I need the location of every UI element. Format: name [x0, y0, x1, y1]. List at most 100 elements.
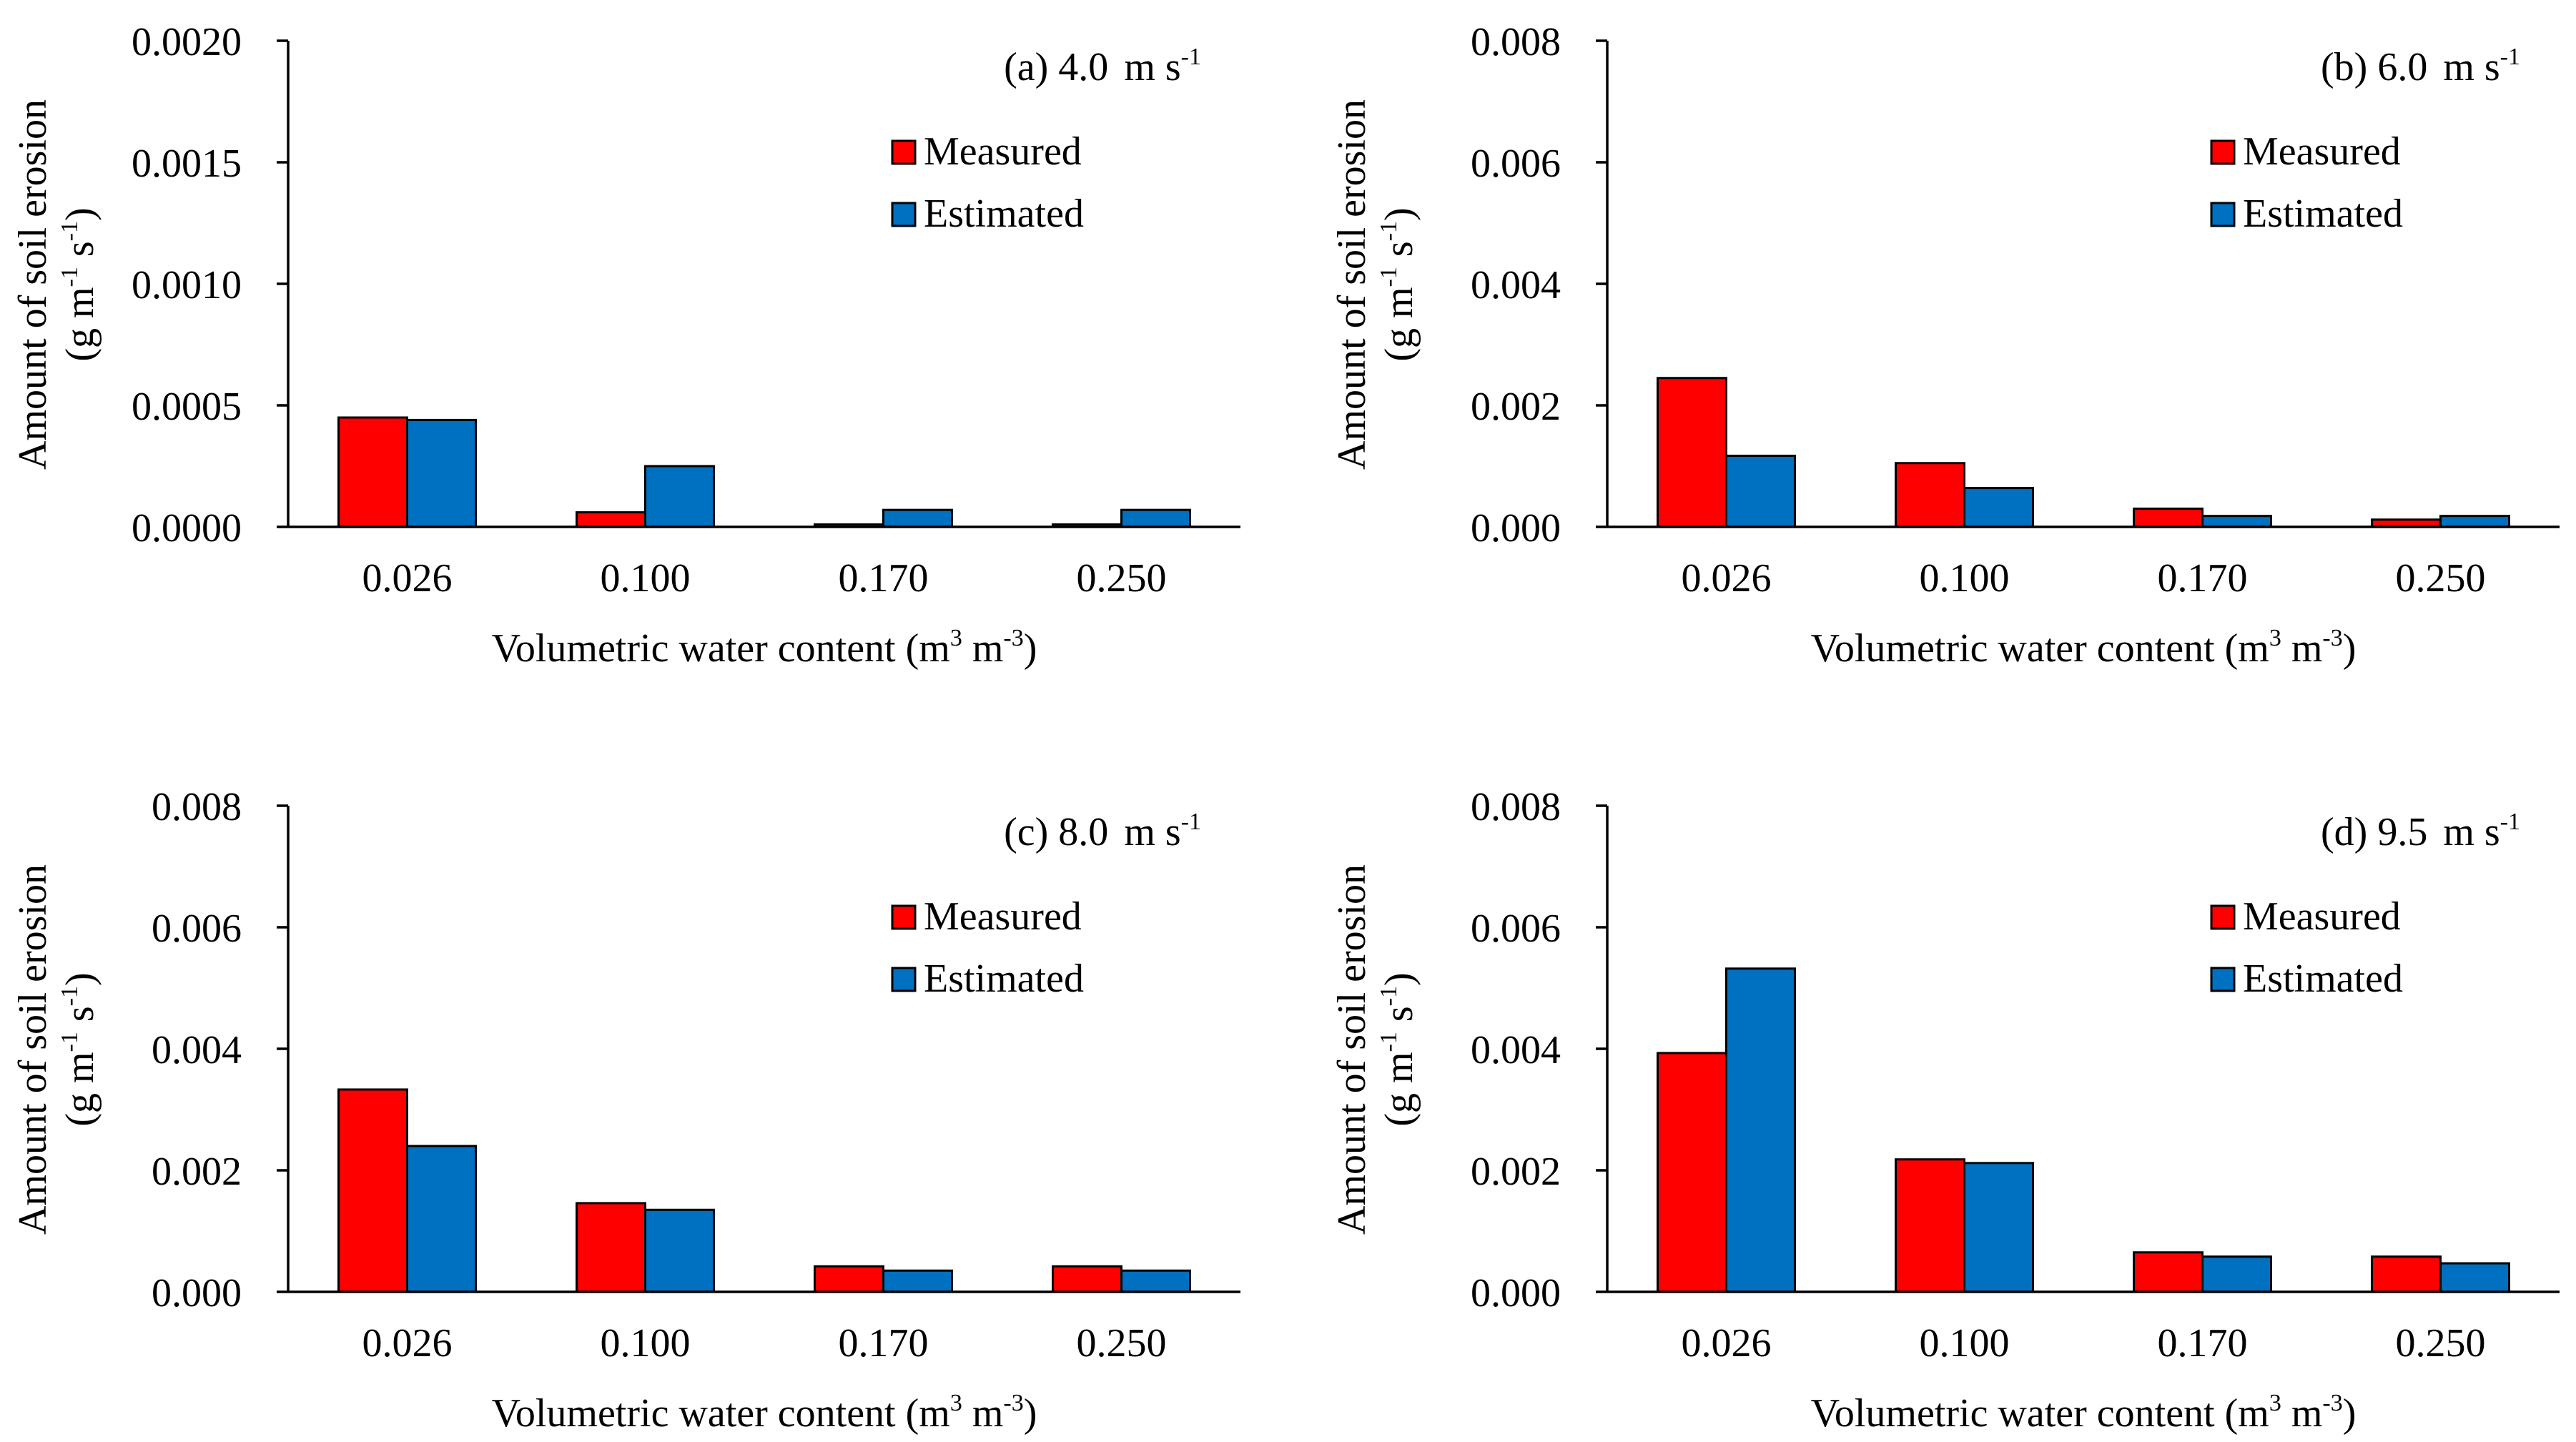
bar-estimated-2: [2201, 515, 2272, 528]
y-axis-unit-end: ): [1377, 972, 1421, 986]
y-axis-label-line1: Amount of soil erosion: [1330, 99, 1374, 470]
bar-measured-3: [1052, 1265, 1122, 1293]
bar-estimated-1: [644, 465, 715, 528]
y-tick-text: 0.000: [152, 1271, 242, 1315]
panel-title: (c) 8.0 m s-1: [1004, 809, 1201, 854]
legend: Measured Estimated: [891, 894, 1084, 1001]
y-axis-unit-sup: -1: [56, 1032, 83, 1052]
y-tick-text: 0.004: [1471, 263, 1561, 307]
y-tick-label: 0.0005: [132, 385, 242, 429]
y-tick-label: 0.000: [1471, 506, 1561, 550]
x-tick-label: 0.250: [2396, 556, 2486, 601]
x-tick-text: 0.170: [2158, 1321, 2248, 1366]
x-tick-label: 0.100: [1920, 556, 2010, 601]
x-tick-label: 0.026: [362, 1321, 453, 1366]
y-axis-label-text: Amount of soil erosion: [11, 864, 55, 1235]
y-tick-text: 0.004: [1471, 1028, 1561, 1072]
legend-swatch-estimated: [2210, 202, 2236, 227]
y-tick-label: 0.0020: [132, 20, 242, 64]
legend-text: Measured: [924, 129, 1082, 174]
legend-label-measured: Measured: [924, 894, 1082, 939]
bar-estimated-2: [882, 508, 953, 528]
x-axis-label-sup: 3: [950, 625, 962, 651]
chart-panel-0: 0.026 0.100 0.170 0.250 0.0000 0.0005 0.0010 0.…: [11, 20, 1240, 671]
x-axis-label-sup: 3: [2269, 1390, 2281, 1416]
y-axis-label-line1: Amount of soil erosion: [11, 864, 55, 1235]
y-tick-text: 0.008: [1471, 20, 1561, 64]
x-axis-label-text: Volumetric water content (m: [1811, 626, 2269, 671]
x-tick-label: 0.100: [1920, 1321, 2010, 1366]
y-axis-label-line1: Amount of soil erosion: [1330, 864, 1374, 1235]
y-axis-label-line1: Amount of soil erosion: [11, 99, 55, 470]
x-tick-text: 0.250: [1077, 1321, 1167, 1366]
y-tick-text: 0.0015: [132, 142, 242, 186]
legend-swatch-measured: [2210, 139, 2236, 165]
x-axis-label-sup: -3: [1003, 625, 1023, 651]
x-tick-text: 0.250: [1077, 556, 1167, 601]
x-axis-label-mid: m: [962, 626, 1004, 671]
chart-panel-1: 0.026 0.100 0.170 0.250 0.000 0.002 0.004 0.006…: [1330, 20, 2560, 671]
x-axis-label-sup: -3: [1003, 1390, 1023, 1416]
bar-estimated-2: [882, 1269, 953, 1293]
x-tick-label: 0.026: [1682, 556, 1772, 601]
y-tick-text: 0.002: [152, 1150, 242, 1194]
y-tick-label: 0.008: [1471, 20, 1561, 64]
legend-label-measured: Measured: [924, 129, 1082, 174]
bar-estimated-2: [2201, 1255, 2272, 1293]
x-tick-text: 0.100: [601, 556, 691, 601]
x-tick-text: 0.100: [1920, 1321, 2010, 1366]
x-axis-label: Volumetric water content (m3 m-3): [1811, 1390, 2357, 1436]
x-axis-label: Volumetric water content (m3 m-3): [492, 625, 1037, 671]
x-tick-label: 0.170: [839, 556, 929, 601]
y-tick-label: 0.006: [152, 907, 242, 951]
bar-estimated-0: [406, 418, 477, 528]
panel-title-text: (a) 4.0: [1004, 45, 1108, 89]
x-axis-label: Volumetric water content (m3 m-3): [492, 1390, 1037, 1436]
x-axis-label-sup: -3: [2322, 1390, 2342, 1416]
y-tick-text: 0.002: [1471, 385, 1561, 429]
y-tick-label: 0.0015: [132, 142, 242, 186]
panel-title-unit: m s: [1124, 45, 1180, 89]
x-tick-label: 0.100: [601, 1321, 691, 1366]
y-axis-unit-text: (g m: [58, 1052, 102, 1126]
legend-text: Measured: [2243, 894, 2401, 939]
bar-estimated-3: [2439, 1262, 2510, 1293]
bar-measured-1: [576, 511, 646, 528]
y-axis-unit-end: ): [1377, 207, 1421, 221]
y-axis-unit-end: ): [58, 972, 102, 986]
x-tick-text: 0.026: [1682, 1321, 1772, 1366]
bar-measured-2: [2133, 1251, 2204, 1293]
x-axis-label-mid: m: [2281, 626, 2323, 671]
panel-title-sup: -1: [1181, 44, 1201, 70]
y-axis-unit-mid: s: [1377, 1006, 1421, 1032]
panel-title-text: (b) 6.0: [2321, 45, 2427, 89]
y-tick-label: 0.004: [1471, 1028, 1561, 1072]
x-axis-label-text: Volumetric water content (m: [1811, 1391, 2269, 1436]
panel-title-sup: -1: [1181, 809, 1201, 835]
bar-measured-0: [1657, 1052, 1727, 1293]
y-tick-label: 0.000: [152, 1271, 242, 1315]
bar-measured-3: [2371, 1255, 2442, 1293]
legend-label-measured: Measured: [2243, 129, 2401, 174]
x-tick-label: 0.250: [2396, 1321, 2486, 1366]
y-tick-text: 0.0000: [132, 506, 242, 550]
legend-swatch-measured: [891, 904, 917, 930]
x-axis-label-sup: 3: [2269, 625, 2281, 651]
bar-measured-1: [1895, 1158, 1965, 1293]
y-axis-label-line2: (g m-1 s-1): [56, 207, 102, 361]
x-tick-label: 0.100: [601, 556, 691, 601]
y-tick-text: 0.006: [1471, 142, 1561, 186]
x-axis-label-sup: -3: [2322, 625, 2342, 651]
y-tick-text: 0.0020: [132, 20, 242, 64]
x-axis-label-text: Volumetric water content (m: [492, 626, 950, 671]
x-tick-text: 0.170: [839, 1321, 929, 1366]
legend-swatch-estimated: [891, 967, 917, 992]
bar-measured-2: [2133, 508, 2204, 528]
chart-panel-3: 0.026 0.100 0.170 0.250 0.000 0.002 0.004 0.006…: [1330, 785, 2560, 1436]
panel-title: (d) 9.5 m s-1: [2321, 809, 2520, 854]
x-tick-text: 0.170: [839, 556, 929, 601]
y-tick-label: 0.0000: [132, 506, 242, 550]
bar-measured-0: [337, 1088, 408, 1293]
legend-label-estimated: Estimated: [924, 957, 1084, 1001]
legend: Measured Estimated: [2210, 129, 2403, 236]
